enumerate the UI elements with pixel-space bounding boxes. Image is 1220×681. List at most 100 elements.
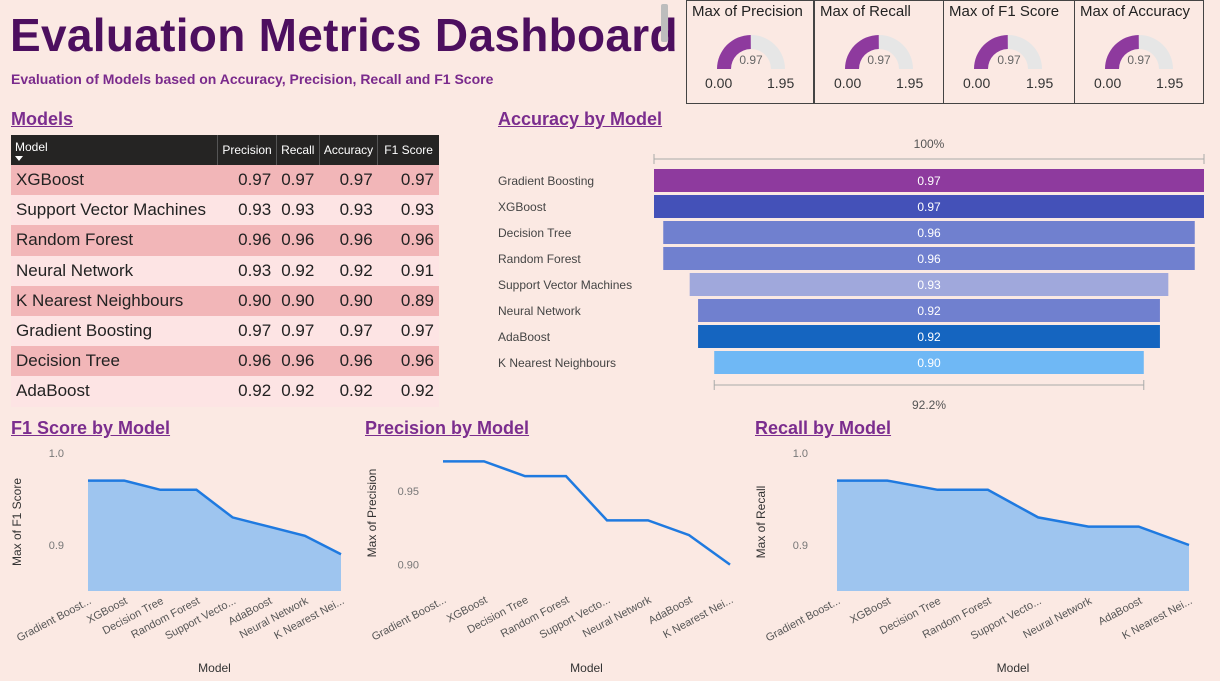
- metric-cell: 0.92: [276, 255, 320, 286]
- metric-cell: 0.96: [319, 346, 378, 377]
- metric-cell: 0.97: [319, 165, 378, 196]
- models-table: Model Precision Recall Accuracy F1 Score…: [11, 135, 439, 407]
- precision-chart-title: Precision by Model: [365, 418, 530, 438]
- gauge-value: 0.97: [867, 53, 891, 67]
- table-row[interactable]: AdaBoost 0.92 0.92 0.92 0.92: [11, 376, 439, 407]
- metric-cell: 0.92: [319, 376, 378, 407]
- metric-cell: 0.96: [217, 225, 277, 256]
- y-tick-label: 0.90: [398, 560, 419, 572]
- funnel-bar[interactable]: [663, 247, 1195, 270]
- metric-cell: 0.97: [377, 165, 439, 196]
- table-body: XGBoost 0.97 0.97 0.97 0.97 Support Vector Ma…: [11, 165, 439, 407]
- metric-cell: 0.96: [276, 346, 320, 377]
- series-line[interactable]: [88, 479, 342, 556]
- funnel-value-label: 0.96: [917, 226, 941, 240]
- model-name-cell: Gradient Boosting: [11, 315, 218, 347]
- funnel-category-label: Neural Network: [498, 304, 582, 318]
- gauge-card-f1[interactable]: Max of F1 Score 0.97 0.00 1.95: [943, 0, 1075, 104]
- series-line[interactable]: [443, 460, 731, 566]
- gauge-fill: [974, 35, 1008, 69]
- column-header-precision[interactable]: Precision: [217, 135, 277, 165]
- x-tick-label: Gradient Boost...: [764, 595, 843, 644]
- gauge-value: 0.97: [997, 53, 1021, 67]
- gauge-title: Max of Recall: [820, 3, 911, 20]
- metric-cell: 0.96: [217, 346, 277, 377]
- metric-cell: 0.89: [377, 285, 439, 316]
- x-tick-label: Gradient Boost...: [15, 595, 94, 644]
- column-header-accuracy[interactable]: Accuracy: [319, 135, 379, 165]
- column-header-model[interactable]: Model: [11, 135, 219, 165]
- funnel-category-label: Gradient Boosting: [498, 174, 594, 188]
- table-row[interactable]: Gradient Boosting 0.97 0.97 0.97 0.97: [11, 315, 439, 347]
- models-table-title: Models: [11, 109, 74, 129]
- funnel-bar[interactable]: [698, 299, 1160, 322]
- table-row[interactable]: Decision Tree 0.96 0.96 0.96 0.96: [11, 346, 439, 377]
- gauge-title: Max of Accuracy: [1080, 3, 1191, 20]
- accuracy-chart-title: Accuracy by Model: [498, 109, 663, 129]
- metric-cell: 0.93: [276, 195, 320, 226]
- y-tick-label: 0.95: [398, 486, 419, 498]
- metric-cell: 0.93: [377, 195, 439, 226]
- table-row[interactable]: Support Vector Machines 0.93 0.93 0.93 0.93: [11, 195, 439, 226]
- table-row[interactable]: Random Forest 0.96 0.96 0.96 0.96: [11, 225, 439, 256]
- table-row[interactable]: Neural Network 0.93 0.92 0.92 0.91: [11, 255, 439, 286]
- funnel-bar[interactable]: [654, 169, 1204, 192]
- x-axis-title: Model: [198, 661, 231, 675]
- table-row[interactable]: XGBoost 0.97 0.97 0.97 0.97: [11, 165, 439, 196]
- metric-cell: 0.97: [377, 315, 439, 347]
- funnel-category-label: Support Vector Machines: [498, 278, 632, 292]
- funnel-bar[interactable]: [714, 351, 1144, 374]
- metric-cell: 0.96: [377, 346, 439, 377]
- funnel-value-label: 0.97: [917, 174, 941, 188]
- metric-cell: 0.92: [377, 376, 439, 407]
- gauge-title: Max of F1 Score: [949, 3, 1060, 20]
- y-tick-label: 0.9: [793, 540, 808, 552]
- gauge-arc: [974, 35, 1042, 69]
- precision-line-chart: 0.90 0.95 Max of Precision Gradient Boost..…: [365, 460, 735, 675]
- y-tick-label: 1.0: [793, 448, 808, 460]
- funnel-bar[interactable]: [698, 325, 1160, 348]
- metric-cell: 0.92: [319, 255, 378, 286]
- funnel-value-label: 0.90: [917, 356, 941, 370]
- x-tick-label: Neural Network: [581, 594, 654, 640]
- metric-cell: 0.97: [276, 165, 320, 196]
- funnel-value-label: 0.96: [917, 252, 941, 266]
- gauge-min: 0.00: [705, 75, 733, 91]
- column-header-f1-score[interactable]: F1 Score: [377, 135, 439, 165]
- metric-cell: 0.97: [217, 165, 277, 196]
- model-name-cell: Support Vector Machines: [11, 195, 218, 226]
- x-axis-title: Model: [570, 661, 603, 675]
- gauge-title: Max of Precision: [692, 3, 803, 20]
- scrollbar-thumb[interactable]: [661, 4, 668, 42]
- column-header-recall[interactable]: Recall: [276, 135, 320, 165]
- gauge-max: 1.95: [767, 75, 795, 91]
- metric-cell: 0.97: [319, 315, 378, 347]
- gauge-card-accuracy[interactable]: Max of Accuracy 0.97 0.00 1.95: [1074, 0, 1204, 104]
- funnel-category-label: Decision Tree: [498, 226, 572, 240]
- gauge-value: 0.97: [1127, 53, 1151, 67]
- funnel-bar[interactable]: [689, 273, 1169, 296]
- funnel-category-label: Random Forest: [498, 252, 581, 266]
- table-row[interactable]: K Nearest Neighbours 0.90 0.90 0.90 0.89: [11, 285, 439, 316]
- table-header-row: Model Precision Recall Accuracy F1 Score: [11, 135, 439, 165]
- gauge-min: 0.00: [1094, 75, 1122, 91]
- gauge-max: 1.95: [1026, 75, 1054, 91]
- funnel-value-label: 0.92: [917, 330, 941, 344]
- model-name-cell: K Nearest Neighbours: [11, 285, 218, 316]
- funnel-bar[interactable]: [663, 221, 1195, 244]
- model-name-cell: XGBoost: [11, 165, 218, 196]
- y-tick-label: 1.0: [49, 448, 64, 460]
- metric-cell: 0.92: [276, 376, 320, 407]
- y-axis-title: Max of Precision: [365, 469, 379, 558]
- funnel-bar[interactable]: [654, 195, 1204, 218]
- series-line[interactable]: [837, 479, 1190, 547]
- gauge-fill: [1105, 35, 1139, 69]
- gauge-max: 1.95: [896, 75, 924, 91]
- gauge-min: 0.00: [963, 75, 991, 91]
- gauge-card-precision[interactable]: Max of Precision 0.97 0.00 1.95: [686, 0, 814, 104]
- gauge-card-recall[interactable]: Max of Recall 0.97 0.00 1.95: [814, 0, 944, 104]
- metric-cell: 0.91: [377, 255, 439, 286]
- metric-cell: 0.93: [217, 255, 277, 286]
- area-fill: [88, 480, 341, 591]
